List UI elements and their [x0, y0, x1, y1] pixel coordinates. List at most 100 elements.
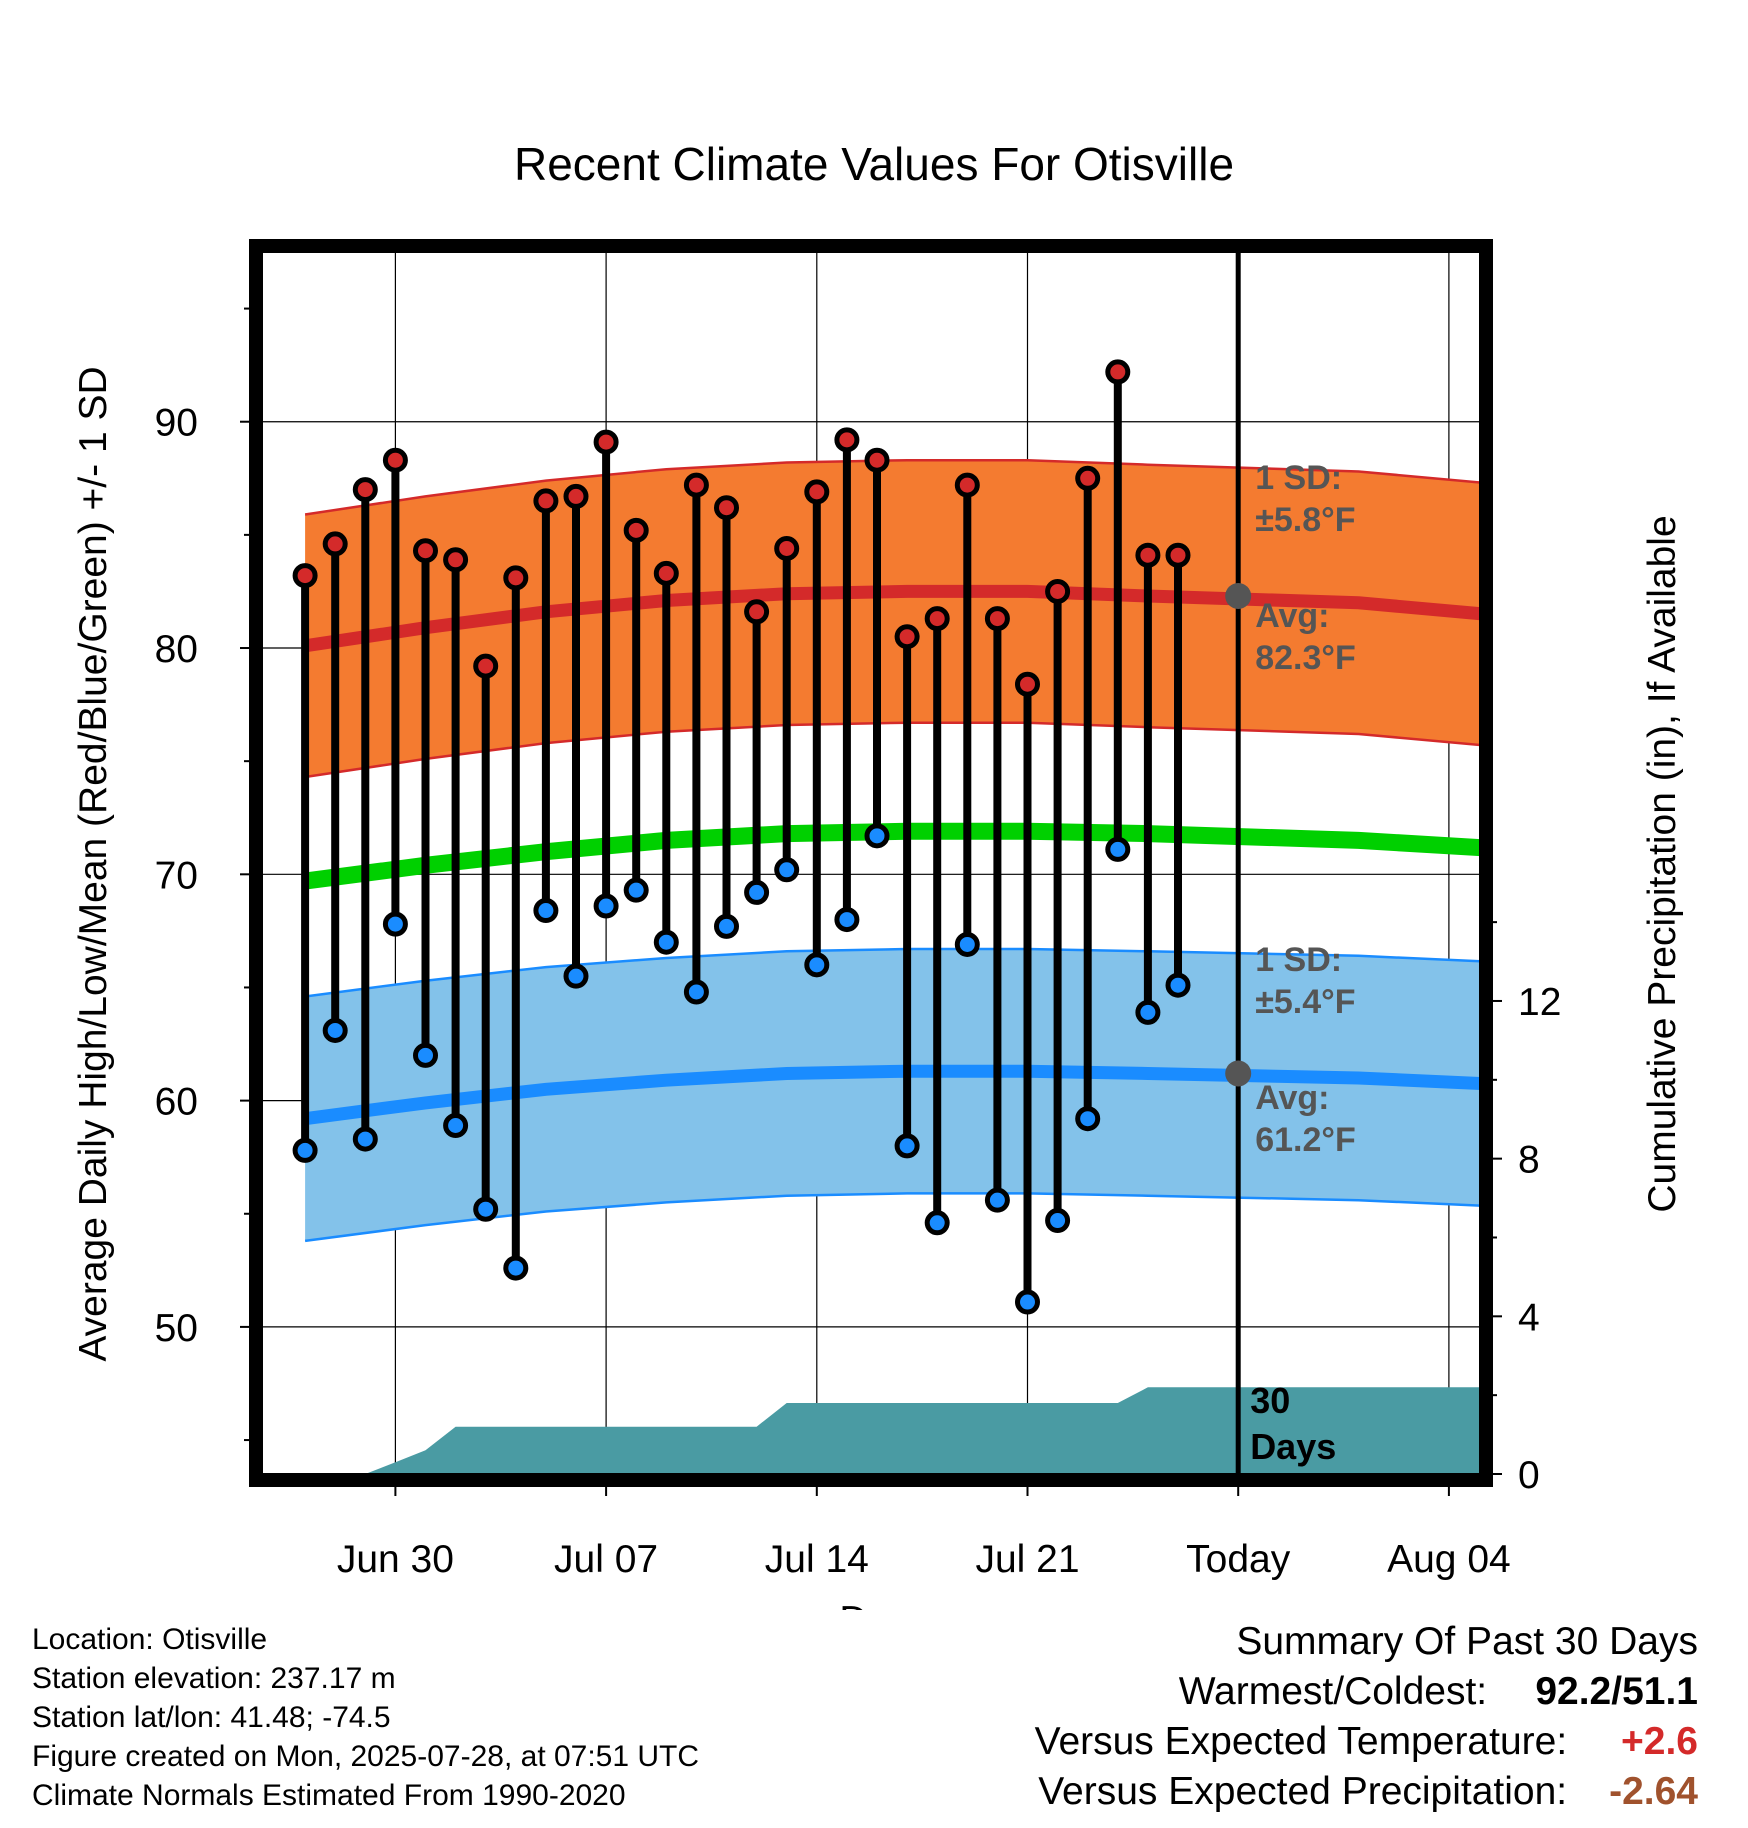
- daily-low-marker: [653, 929, 679, 955]
- daily-high-marker: [503, 565, 529, 591]
- y2-tick-label: 8: [1518, 1139, 1540, 1182]
- daily-low-marker: [322, 1017, 348, 1043]
- x-tick-label: Jun 30: [337, 1538, 454, 1581]
- plot-area: 1 SD: ±5.8°F Avg: 82.3°F 1 SD: ±5.4°F Avg: 61.2…: [262, 252, 1480, 1474]
- warmest-coldest-row: Warmest/Coldest: 92.2/51.1: [1035, 1667, 1698, 1717]
- y-axis-label: Average Daily High/Low/Mean (Red/Blue/Gr…: [72, 366, 115, 1361]
- y-tick-label: 50: [155, 1307, 198, 1350]
- daily-low-marker: [894, 1133, 920, 1159]
- daily-high-marker: [984, 606, 1010, 632]
- summary-title: Summary Of Past 30 Days: [1236, 1620, 1698, 1663]
- summary-panel: Summary Of Past 30 Days Warmest/Coldest:…: [1035, 1617, 1698, 1817]
- warmest-coldest-label: Warmest/Coldest:: [1178, 1670, 1488, 1713]
- daily-high-marker: [352, 477, 378, 503]
- daily-high-marker: [714, 495, 739, 521]
- low-avg-label: Avg:: [1255, 1079, 1329, 1117]
- today-high-normal-marker: [1225, 582, 1252, 609]
- y2-tick-label: 12: [1518, 981, 1561, 1024]
- low-sd-band: [305, 949, 1480, 1241]
- daily-low-marker: [1105, 836, 1131, 862]
- x-tick-label: Jul 21: [975, 1538, 1079, 1581]
- daily-low-marker: [1135, 999, 1161, 1025]
- daily-low-marker: [563, 963, 589, 989]
- y-tick-label: 90: [155, 402, 198, 445]
- precip-departure-label: Versus Expected Precipitation:: [1038, 1770, 1568, 1813]
- daily-low-marker: [683, 979, 709, 1005]
- x-tick-label: Aug 04: [1387, 1538, 1511, 1581]
- high-sd-band: [305, 460, 1480, 777]
- daily-low-marker: [593, 893, 619, 919]
- x-tick-label: Jul 14: [765, 1538, 869, 1581]
- precip-area: [275, 1387, 1480, 1474]
- today-low-normal-marker: [1225, 1060, 1252, 1087]
- daily-high-marker: [593, 429, 619, 455]
- high-sd-value: ±5.8°F: [1255, 501, 1355, 539]
- daily-low-marker: [924, 1210, 950, 1236]
- high-avg-value: 82.3°F: [1255, 639, 1356, 677]
- daily-low-marker: [744, 879, 770, 905]
- daily-low-marker: [1015, 1289, 1040, 1315]
- daily-low-marker: [533, 898, 559, 924]
- latlon-text: Station lat/lon: 41.48; -74.5: [32, 1701, 391, 1734]
- daily-high-marker: [1135, 542, 1161, 568]
- daily-low-marker: [1045, 1208, 1071, 1234]
- location-text: Location: Otisville: [32, 1623, 268, 1656]
- daily-low-marker: [382, 911, 408, 937]
- daily-low-marker: [864, 823, 890, 849]
- daily-low-marker: [954, 931, 980, 957]
- daily-low-marker: [503, 1255, 529, 1281]
- daily-low-marker: [804, 952, 830, 978]
- axes: 50 60 70 80 90 0 4 8 12 Jun 30 Jul 07 Jul 14 Jul 21 T…: [155, 239, 1561, 1581]
- daily-low-marker: [292, 1137, 318, 1163]
- x-tick-label: Today: [1186, 1538, 1291, 1581]
- daily-high-marker: [1075, 465, 1101, 491]
- precip-departure-value: -2.64: [1609, 1770, 1698, 1813]
- y-tick-label: 60: [155, 1081, 198, 1124]
- y2-axis-label: Cumulative Precipitation (in), If Availa…: [1641, 515, 1684, 1212]
- daily-high-marker: [834, 427, 860, 453]
- y2-tick-label: 0: [1518, 1454, 1540, 1497]
- daily-high-marker: [1105, 359, 1131, 385]
- daily-low-marker: [473, 1196, 499, 1222]
- y-tick-label: 80: [155, 628, 198, 671]
- low-avg-value: 61.2°F: [1255, 1121, 1356, 1159]
- temp-departure-label: Versus Expected Temperature:: [1034, 1720, 1568, 1763]
- normals-text: Climate Normals Estimated From 1990-2020: [32, 1779, 626, 1812]
- low-sd-value: ±5.4°F: [1255, 983, 1355, 1021]
- x-axis-label: Day: [839, 1599, 909, 1610]
- created-text: Figure created on Mon, 2025-07-28, at 07…: [32, 1740, 700, 1773]
- daily-high-marker: [443, 547, 469, 573]
- daily-low-marker: [352, 1126, 378, 1152]
- daily-high-marker: [804, 479, 830, 505]
- low-sd-label: 1 SD:: [1255, 941, 1342, 979]
- y-tick-label: 70: [155, 854, 198, 897]
- daily-low-marker: [984, 1187, 1010, 1213]
- plot-frame: [249, 239, 1493, 1487]
- daily-high-marker: [774, 535, 800, 561]
- y2-tick-label: 4: [1518, 1296, 1540, 1339]
- chart-title: Recent Climate Values For Otisville: [514, 138, 1234, 190]
- daily-high-marker: [894, 624, 920, 650]
- precip-departure-row: Versus Expected Precipitation: -2.64: [1035, 1767, 1698, 1817]
- daily-high-marker: [292, 563, 318, 589]
- daily-high-marker: [924, 606, 950, 632]
- daily-high-marker: [653, 560, 679, 586]
- daily-high-marker: [1015, 671, 1040, 697]
- warmest-coldest-value: 92.2/51.1: [1535, 1670, 1698, 1713]
- high-avg-label: Avg:: [1255, 597, 1329, 635]
- daily-high-marker: [744, 599, 770, 625]
- window-label-number: 30: [1250, 1380, 1290, 1421]
- daily-low-marker: [1165, 972, 1191, 998]
- daily-high-marker: [864, 447, 890, 473]
- daily-high-marker: [954, 472, 980, 498]
- daily-low-marker: [443, 1113, 469, 1139]
- daily-high-marker: [563, 483, 589, 509]
- daily-high-marker: [623, 517, 649, 543]
- high-sd-label: 1 SD:: [1255, 459, 1342, 497]
- daily-high-marker: [413, 538, 438, 564]
- daily-low-marker: [714, 913, 739, 939]
- daily-high-marker: [322, 531, 348, 557]
- temp-departure-value: +2.6: [1621, 1720, 1698, 1763]
- daily-high-marker: [1165, 542, 1191, 568]
- window-label-days: Days: [1250, 1426, 1336, 1467]
